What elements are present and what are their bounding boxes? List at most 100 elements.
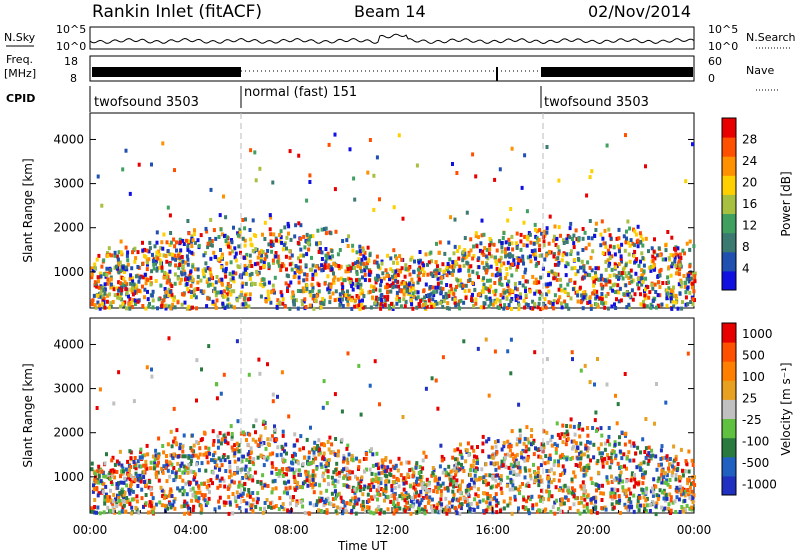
power-cell bbox=[592, 279, 596, 284]
power-cell bbox=[569, 252, 573, 256]
x-tick-label: 16:00 bbox=[475, 523, 510, 537]
velocity-cell bbox=[173, 477, 177, 482]
power-cell bbox=[360, 257, 364, 262]
power-cell bbox=[143, 295, 146, 300]
power-cell bbox=[617, 290, 621, 295]
velocity-cell bbox=[218, 467, 221, 472]
velocity-cell bbox=[679, 489, 683, 494]
power-cell bbox=[620, 259, 623, 264]
power-cell bbox=[502, 306, 506, 311]
power-cell bbox=[186, 219, 190, 223]
velocity-cell bbox=[530, 428, 534, 432]
power-cell bbox=[419, 298, 423, 303]
power-cell bbox=[328, 286, 332, 291]
power-cell bbox=[223, 289, 226, 294]
velocity-cell bbox=[256, 491, 260, 496]
velocity-cell bbox=[458, 502, 462, 507]
velocity-cell bbox=[613, 487, 617, 492]
power-cell bbox=[544, 253, 548, 258]
power-cell bbox=[589, 306, 593, 311]
velocity-cell bbox=[468, 472, 472, 477]
power-cell bbox=[171, 302, 175, 307]
velocity-cell bbox=[616, 488, 620, 493]
power-cell bbox=[156, 256, 160, 261]
velocity-cell bbox=[487, 437, 491, 442]
velocity-cell bbox=[411, 504, 415, 509]
velocity-cell bbox=[601, 483, 604, 488]
power-cell bbox=[602, 277, 606, 282]
power-cell bbox=[375, 155, 379, 160]
velocity-cell bbox=[312, 457, 315, 462]
velocity-cell bbox=[278, 471, 282, 476]
velocity-cell bbox=[120, 509, 124, 514]
power-cell bbox=[691, 302, 695, 307]
power-colorbar-tick: 4 bbox=[742, 262, 750, 276]
velocity-cell bbox=[521, 448, 525, 453]
velocity-cell bbox=[228, 500, 232, 505]
velocity-cell bbox=[106, 494, 110, 499]
power-cell bbox=[230, 273, 234, 278]
power-cell bbox=[581, 227, 585, 231]
velocity-cell bbox=[237, 483, 241, 488]
velocity-cell bbox=[439, 492, 443, 497]
power-cell bbox=[486, 286, 489, 291]
velocity-cell bbox=[355, 501, 359, 506]
velocity-cell bbox=[507, 465, 511, 470]
power-cell bbox=[365, 265, 369, 270]
velocity-cell bbox=[142, 475, 146, 479]
power-cell bbox=[572, 233, 576, 238]
power-cell bbox=[151, 259, 155, 263]
velocity-cell bbox=[675, 489, 679, 494]
power-cell bbox=[163, 287, 167, 291]
velocity-cell bbox=[453, 448, 457, 453]
velocity-cell bbox=[393, 508, 397, 513]
power-cell bbox=[517, 307, 521, 312]
power-cell bbox=[374, 298, 378, 303]
velocity-cell bbox=[350, 453, 354, 458]
power-cell bbox=[178, 240, 182, 245]
power-cell bbox=[346, 298, 350, 303]
velocity-cell bbox=[581, 480, 585, 485]
power-cell bbox=[495, 248, 499, 253]
velocity-colorbar-tick: -25 bbox=[742, 413, 762, 427]
power-cell bbox=[326, 251, 330, 256]
freq-label-1: Freq. bbox=[6, 53, 33, 66]
power-cell bbox=[644, 164, 647, 169]
velocity-cell bbox=[153, 461, 157, 466]
velocity-cell bbox=[554, 485, 558, 490]
velocity-cell bbox=[147, 510, 151, 515]
velocity-cell bbox=[296, 480, 300, 485]
freq-label-2: [MHz] bbox=[4, 67, 36, 80]
velocity-cell bbox=[404, 476, 407, 481]
power-cell bbox=[283, 304, 287, 309]
power-cell bbox=[363, 277, 367, 282]
power-cell bbox=[361, 246, 365, 251]
power-cell bbox=[413, 295, 416, 299]
velocity-cell bbox=[325, 510, 329, 515]
power-cell bbox=[642, 269, 646, 274]
velocity-cell bbox=[654, 504, 658, 509]
velocity-cell bbox=[592, 455, 596, 460]
velocity-cell bbox=[207, 496, 211, 501]
power-cell bbox=[608, 279, 612, 284]
velocity-cell bbox=[378, 402, 381, 407]
power-cell bbox=[538, 289, 542, 294]
velocity-cell bbox=[189, 487, 193, 492]
velocity-cell bbox=[331, 480, 335, 485]
power-cell bbox=[597, 277, 601, 282]
velocity-cell bbox=[246, 493, 249, 498]
velocity-cell bbox=[259, 506, 262, 511]
power-cell bbox=[521, 254, 525, 259]
velocity-cell bbox=[246, 442, 250, 447]
velocity-cell bbox=[157, 436, 161, 441]
velocity-cell bbox=[392, 474, 396, 479]
power-cell bbox=[552, 276, 556, 281]
power-cell bbox=[525, 235, 529, 240]
power-cell bbox=[250, 264, 254, 268]
velocity-cell bbox=[97, 474, 101, 479]
power-cell bbox=[560, 305, 564, 310]
velocity-cell bbox=[547, 493, 551, 498]
velocity-cell bbox=[601, 460, 605, 465]
velocity-cell bbox=[330, 491, 334, 496]
power-cell bbox=[588, 273, 592, 278]
